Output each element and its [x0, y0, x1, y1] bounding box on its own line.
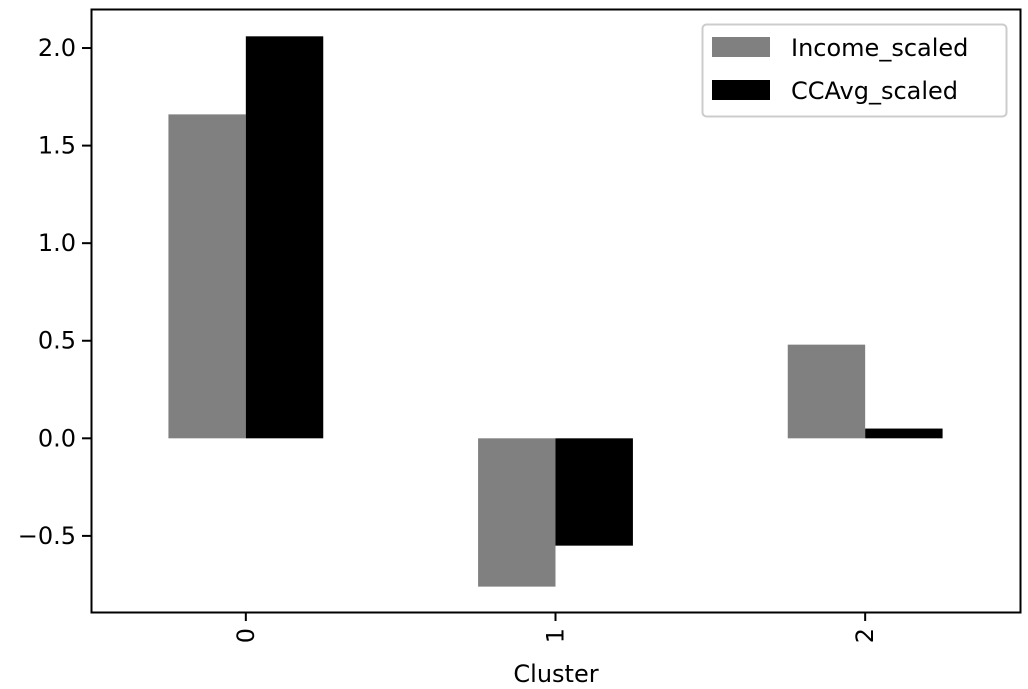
legend-box: [701, 23, 1008, 118]
legend-label-income: Income_scaled: [791, 34, 968, 62]
y-tick-label: 0.5: [38, 327, 76, 355]
x-tick-label: 2: [851, 628, 879, 643]
legend-label-ccavg: CCAvg_scaled: [791, 77, 958, 105]
bar-Income_scaled-cluster-0: [168, 114, 246, 439]
bar-CCAvg_scaled-cluster-0: [245, 36, 324, 439]
bars-layer: [168, 36, 943, 587]
bar-Income_scaled-cluster-2: [787, 344, 866, 439]
y-tick-label: 2.0: [38, 34, 76, 62]
legend-swatch-ccavg: [712, 80, 770, 100]
x-tick-label: 1: [542, 628, 570, 643]
bar-Income_scaled-cluster-1: [478, 438, 556, 587]
legend-swatch-income: [712, 37, 770, 57]
y-tick-label: 1.5: [38, 132, 76, 160]
y-axis: −0.5 0.0 0.5 1.0 1.5 2.0: [18, 34, 91, 550]
bar-CCAvg_scaled-cluster-2: [865, 428, 943, 439]
y-tick-label: 0.0: [38, 424, 76, 452]
x-tick-label: 0: [232, 628, 260, 643]
legend: Income_scaled CCAvg_scaled: [701, 23, 1008, 118]
bar-CCAvg_scaled-cluster-1: [555, 438, 633, 546]
x-axis: 0 1 2: [232, 612, 879, 643]
y-tick-label: 1.0: [38, 229, 76, 257]
y-tick-label: −0.5: [18, 522, 76, 550]
x-axis-title: Cluster: [513, 660, 598, 688]
